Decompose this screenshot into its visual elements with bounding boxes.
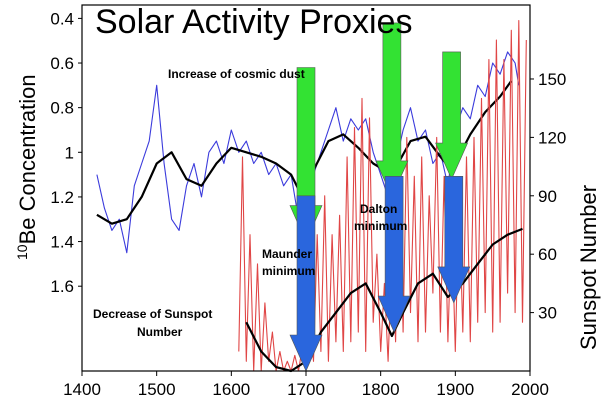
annotation-dalton-1: Dalton — [360, 202, 397, 216]
left-tick-label-3: 1 — [65, 143, 74, 162]
right-tick-label-0: 30 — [538, 304, 557, 323]
x-tick-label-0: 1400 — [63, 380, 101, 399]
annotation-maunder-2: minimum — [262, 264, 315, 278]
right-tick-label-2: 90 — [538, 187, 557, 206]
arrow-layer — [289, 22, 471, 372]
right-axis-label: Sunspot Number — [576, 185, 601, 350]
right-tick-label-3: 120 — [538, 128, 566, 147]
x-tick-label-4: 1800 — [362, 380, 400, 399]
arrow-4 — [377, 176, 411, 333]
x-tick-label-5: 1900 — [436, 380, 474, 399]
chart-title: Solar Activity Proxies — [95, 3, 412, 41]
annotation-decrease-1: Decrease of Sunspot — [93, 307, 212, 321]
x-tick-label-2: 1600 — [212, 380, 250, 399]
left-axis-label-superscript: 10 — [14, 244, 30, 260]
annotation-cosmic-dust: Increase of cosmic dust — [168, 67, 305, 81]
right-tick-label-1: 60 — [538, 245, 557, 264]
arrow-5 — [437, 176, 471, 304]
right-axis-ticks: 30 60 90 120 150 — [530, 70, 566, 323]
x-tick-label-3: 1700 — [287, 380, 325, 399]
x-axis-ticks: 1400 1500 1600 1700 1800 1900 2000 — [63, 371, 549, 399]
x-tick-label-6: 2000 — [511, 380, 549, 399]
left-tick-label-5: 1.4 — [50, 233, 74, 252]
x-tick-label-1: 1500 — [138, 380, 176, 399]
left-tick-label-2: 0.8 — [50, 99, 74, 118]
annotation-dalton-2: minimum — [354, 219, 407, 233]
arrow-2 — [435, 51, 469, 180]
left-tick-label-4: 1.2 — [50, 188, 74, 207]
annotation-decrease-2: Number — [137, 325, 183, 339]
left-tick-label-0: 0.4 — [50, 9, 74, 28]
right-tick-label-4: 150 — [538, 70, 566, 89]
left-axis-label-text: Be Concentration — [15, 74, 40, 244]
annotation-maunder-1: Maunder — [262, 247, 312, 261]
left-tick-label-1: 0.6 — [50, 54, 74, 73]
left-axis-label: 10Be Concentration — [14, 74, 40, 260]
left-tick-label-6: 1.6 — [50, 277, 74, 296]
series-line-3 — [245, 227, 523, 373]
arrow-3 — [289, 195, 323, 372]
left-axis-ticks: 0.4 0.6 0.8 1 1.2 1.4 1.6 — [50, 9, 82, 296]
